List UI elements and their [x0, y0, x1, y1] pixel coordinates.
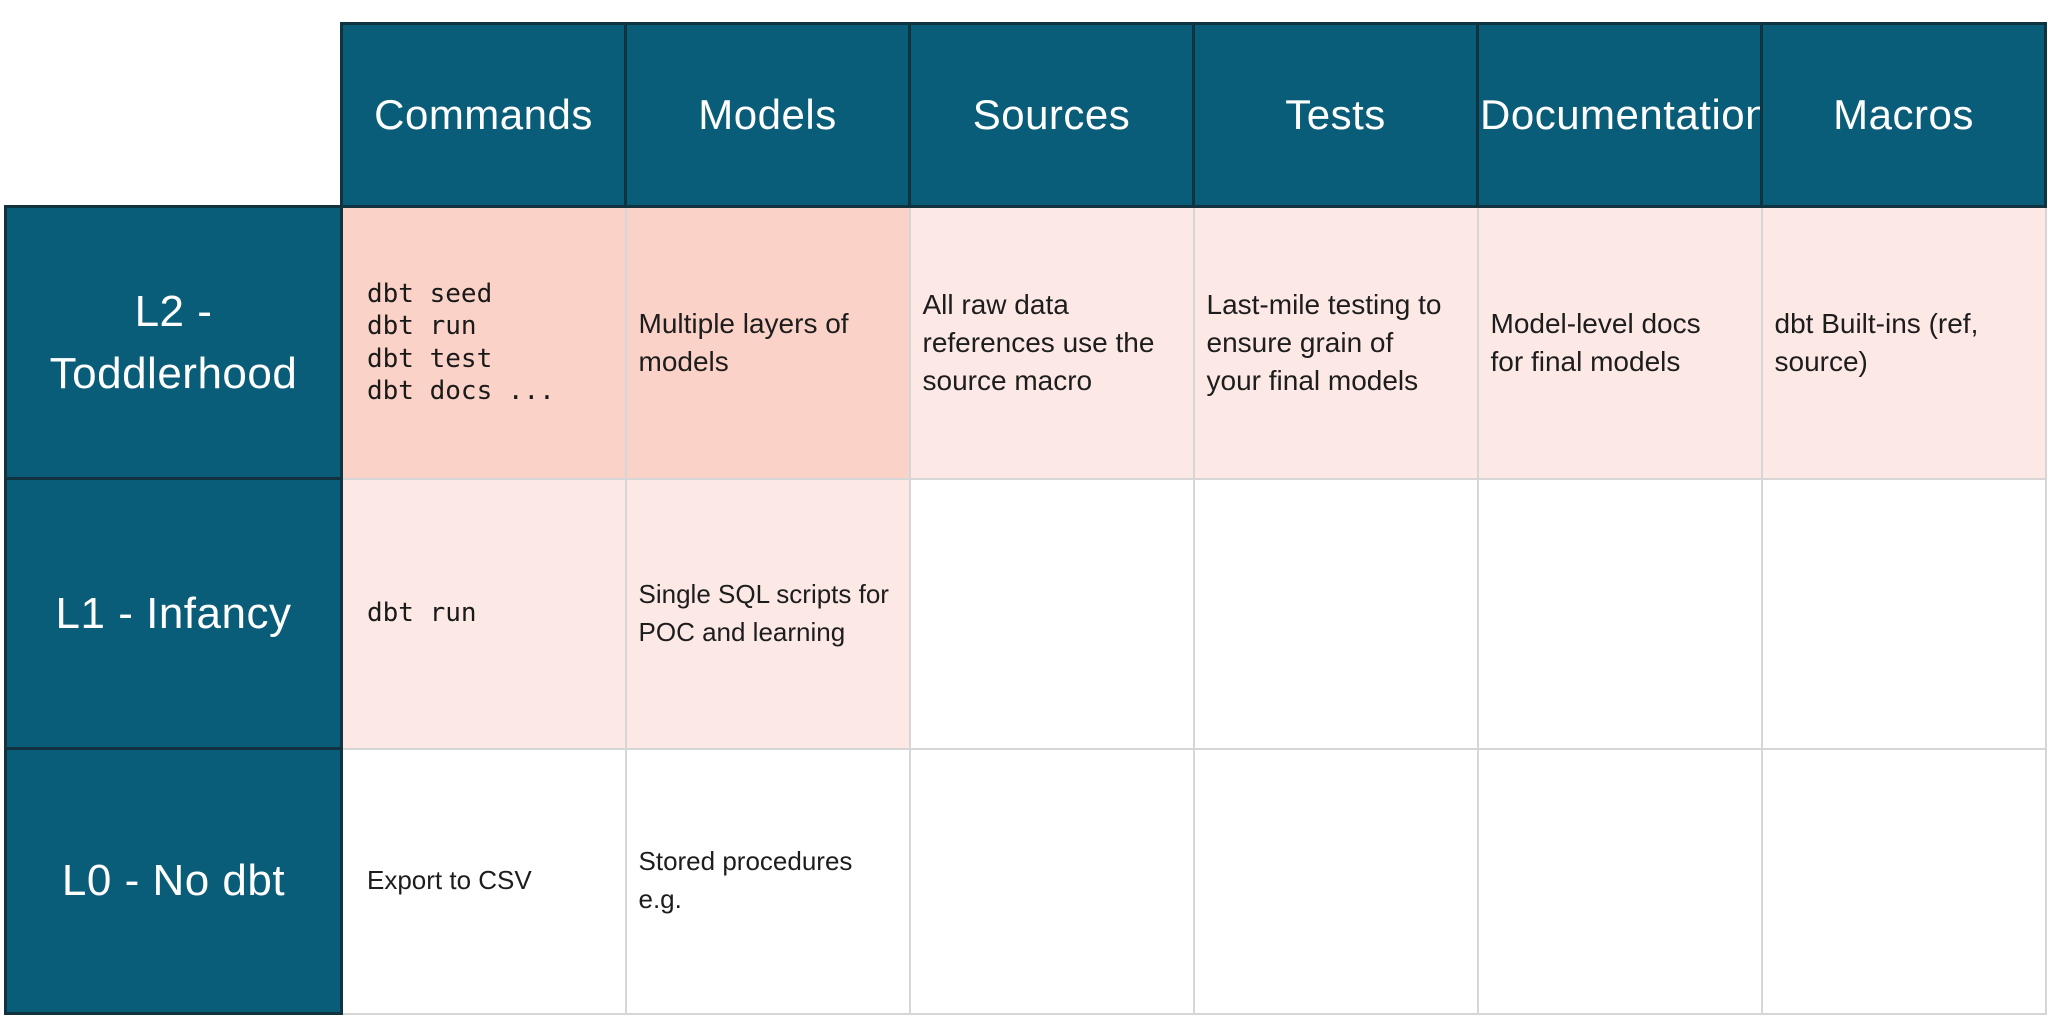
cell-l1-commands: dbt run: [340, 477, 627, 750]
row-label-l1: L1 - Infancy: [4, 477, 343, 750]
row-label-l2: L2 - Toddlerhood: [4, 205, 343, 480]
column-header-models: Models: [624, 22, 911, 208]
cell-text: dbt Built-ins (ref, source): [1774, 307, 1979, 377]
row-label-text: L1 - Infancy: [55, 588, 292, 638]
cell-text: Multiple layers of models: [638, 307, 849, 377]
cell-l1-sources: [908, 477, 1195, 750]
cell-l2-models: Multiple layers of models: [624, 205, 911, 480]
row-label-text: L0 - No dbt: [61, 856, 286, 906]
header-row: Commands Models Sources Tests Documentat…: [5, 22, 2047, 208]
cell-text: dbt seed dbt run dbt test dbt docs ...: [367, 278, 555, 407]
corner-cell: [5, 23, 342, 207]
cell-text: Model-level docs for final models: [1490, 307, 1701, 377]
cell-l0-models: Stored procedures e.g.: [624, 747, 911, 1015]
column-header-macros: Macros: [1760, 22, 2047, 208]
column-header-tests: Tests: [1192, 22, 1479, 208]
cell-l2-tests: Last-mile testing to ensure grain of you…: [1192, 205, 1479, 480]
row-l2-toddlerhood: L2 - Toddlerhood dbt seed dbt run dbt te…: [4, 205, 2047, 480]
cell-text: Export to CSV: [367, 865, 532, 896]
cell-text: All raw data references use the source m…: [922, 288, 1155, 396]
column-header-sources: Sources: [908, 22, 1195, 208]
cell-l0-tests: [1192, 747, 1479, 1015]
cell-l0-sources: [908, 747, 1195, 1015]
cell-l0-macros: [1760, 747, 2047, 1015]
cell-text: Stored procedures e.g.: [638, 846, 853, 914]
cell-l2-commands: dbt seed dbt run dbt test dbt docs ...: [340, 205, 627, 480]
row-l1-infancy: L1 - Infancy dbt run Single SQL scripts …: [4, 477, 2047, 750]
cell-l2-macros: dbt Built-ins (ref, source): [1760, 205, 2047, 480]
cell-l1-tests: [1192, 477, 1479, 750]
row-l0-no-dbt: L0 - No dbt Export to CSV Stored procedu…: [4, 747, 2047, 1015]
cell-l1-macros: [1760, 477, 2047, 750]
cell-l1-models: Single SQL scripts for POC and learning: [624, 477, 911, 750]
dbt-maturity-table: Commands Models Sources Tests Documentat…: [4, 22, 2047, 1015]
row-label-text: L2 - Toddlerhood: [49, 286, 298, 398]
cell-l1-documentation: [1476, 477, 1763, 750]
column-header-documentation: Documentation: [1476, 22, 1763, 208]
column-header-commands: Commands: [340, 22, 627, 208]
cell-text: dbt run: [367, 598, 477, 629]
cell-text: Last-mile testing to ensure grain of you…: [1206, 288, 1442, 396]
row-label-l0: L0 - No dbt: [4, 747, 343, 1015]
cell-l0-documentation: [1476, 747, 1763, 1015]
cell-l2-sources: All raw data references use the source m…: [908, 205, 1195, 480]
cell-text: Single SQL scripts for POC and learning: [638, 578, 889, 647]
cell-l0-commands: Export to CSV: [340, 747, 627, 1015]
cell-l2-documentation: Model-level docs for final models: [1476, 205, 1763, 480]
